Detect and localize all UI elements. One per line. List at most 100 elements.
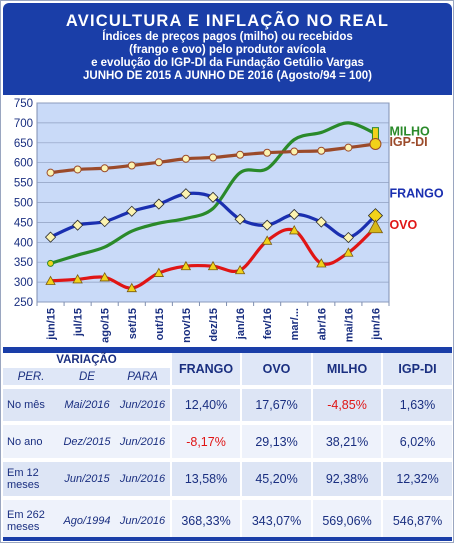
x-tick-label: out/15 [154, 308, 166, 340]
point-frango [44, 231, 57, 243]
table-top-bar [3, 347, 452, 353]
row-period: Em 262 meses [3, 496, 59, 541]
point-frango [180, 188, 192, 200]
cell-milho: 38,21% [311, 421, 383, 460]
point-frango [72, 219, 84, 231]
header-de: DE [59, 367, 115, 388]
x-tick-label: jul/15 [73, 308, 85, 337]
x-tick-label: abr/16 [316, 308, 328, 340]
y-tick-label: 300 [14, 277, 33, 289]
point-igpdi [236, 150, 245, 159]
cell-frango: 12,40% [170, 385, 242, 424]
cell-ovo: 45,20% [240, 457, 313, 499]
point-frango [153, 198, 165, 210]
x-tick-label: jan/16 [235, 308, 247, 340]
cell-igp: 6,02% [381, 421, 453, 460]
point-ovo [126, 282, 137, 293]
point-igpdi [73, 165, 82, 174]
x-tick-label: jun/16 [370, 308, 382, 341]
point-frango [315, 216, 327, 228]
row-to: Jun/2016 [115, 421, 172, 460]
y-tick-label: 700 [14, 118, 33, 130]
series-label-ovo: OVO [389, 218, 417, 232]
point-ovo [289, 225, 300, 235]
x-tick-label: mai/16 [343, 308, 355, 342]
y-tick-label: 750 [14, 98, 33, 110]
cell-milho: 92,38% [311, 457, 383, 499]
x-tick-label: dez/15 [208, 308, 220, 342]
series-line-milho [48, 121, 378, 265]
point-ovo [367, 219, 384, 234]
row-from: Ago/1994 [59, 496, 115, 541]
variacao-header: VARIAÇÃO [3, 353, 172, 368]
y-tick-label: 500 [14, 198, 33, 210]
cell-frango: 13,58% [170, 457, 242, 499]
x-tick-label: ago/15 [100, 308, 112, 343]
point-ovo [316, 258, 327, 268]
variation-table: VARIAÇÃO FRANGO OVO MILHO IGP-DI PER. DE… [3, 353, 453, 541]
x-tick-label: fev/16 [262, 308, 274, 339]
y-tick-label: 450 [14, 217, 33, 229]
point-frango [234, 213, 246, 225]
y-tick-label: 600 [14, 158, 33, 170]
table-bottom-bar [3, 537, 452, 541]
point-igpdi [263, 148, 272, 157]
subtitle-line-1: Índices de preços pagos (milho) ou receb… [102, 31, 353, 43]
chart-svg: 250 300 350 400 450 500 550 600 650 700 750 jun/15 j… [14, 98, 444, 343]
point-frango [342, 231, 354, 244]
cell-ovo: 343,07% [240, 496, 313, 541]
row-to: Jun/2016 [115, 457, 172, 499]
point-igpdi [369, 137, 382, 150]
series-label-milho: MILHO [389, 125, 430, 139]
y-tick-label: 650 [14, 138, 33, 150]
x-tick-label: mar/... [289, 308, 301, 340]
header-milho: MILHO [311, 353, 383, 388]
point-frango [99, 216, 111, 228]
row-to: Jun/2016 [115, 385, 172, 424]
header-igp: IGP-DI [381, 353, 453, 388]
y-tick-label: 550 [14, 178, 33, 190]
table-row: No ano Dez/2015 Jun/2016 -8,17% 29,13% 3… [3, 421, 453, 460]
series-label-igpdi: IGP-DI [389, 135, 427, 149]
point-igpdi [209, 153, 217, 162]
point-ovo [234, 264, 246, 275]
table-row: Em 262 meses Ago/1994 Jun/2016 368,33% 3… [3, 496, 453, 541]
point-milho [371, 127, 379, 141]
cell-igp: 1,63% [381, 385, 453, 424]
chart-header: AVICULTURA E INFLAÇÃO NO REAL Índices de… [3, 3, 452, 95]
point-milho [47, 259, 55, 267]
cell-igp: 546,87% [381, 496, 453, 541]
point-ovo [261, 235, 273, 245]
x-tick-label: nov/15 [181, 308, 193, 343]
point-frango [207, 191, 219, 203]
row-period: No ano [3, 421, 59, 460]
point-ovo [343, 247, 354, 257]
table-row: No mês Mai/2016 Jun/2016 12,40% 17,67% -… [3, 385, 453, 424]
row-from: Jun/2015 [59, 457, 115, 499]
cell-ovo: 29,13% [240, 421, 313, 460]
line-chart: 250 300 350 400 450 500 550 600 650 700 750 jun/15 j… [3, 95, 452, 343]
cell-ovo: 17,67% [240, 385, 313, 424]
chart-title: AVICULTURA E INFLAÇÃO NO REAL [65, 12, 390, 30]
point-igpdi [46, 168, 55, 177]
point-ovo [153, 267, 165, 277]
row-from: Dez/2015 [59, 421, 115, 460]
header-per: PER. [3, 367, 59, 388]
y-tick-label: 250 [14, 297, 33, 309]
point-igpdi [344, 143, 353, 152]
table-row: Em 12 meses Jun/2015 Jun/2016 13,58% 45,… [3, 457, 453, 499]
cell-igp: 12,32% [381, 457, 453, 499]
point-frango [126, 205, 138, 217]
point-frango [261, 219, 273, 231]
subtitle-line-4: JUNHO DE 2015 A JUNHO DE 2016 (Agosto/94… [83, 70, 372, 82]
cell-frango: -8,17% [170, 421, 242, 460]
subtitle-line-2: (frango e ovo) pelo produtor avícola [129, 44, 326, 56]
point-igpdi [181, 154, 190, 163]
point-igpdi [290, 147, 299, 156]
row-from: Mai/2016 [59, 385, 115, 424]
row-period: No mês [3, 385, 59, 424]
point-ovo [207, 260, 219, 271]
point-frango [288, 208, 300, 221]
subtitle-line-3: e evolução do IGP-DI da Fundação Getúlio… [91, 57, 364, 69]
y-tick-label: 350 [14, 257, 33, 269]
